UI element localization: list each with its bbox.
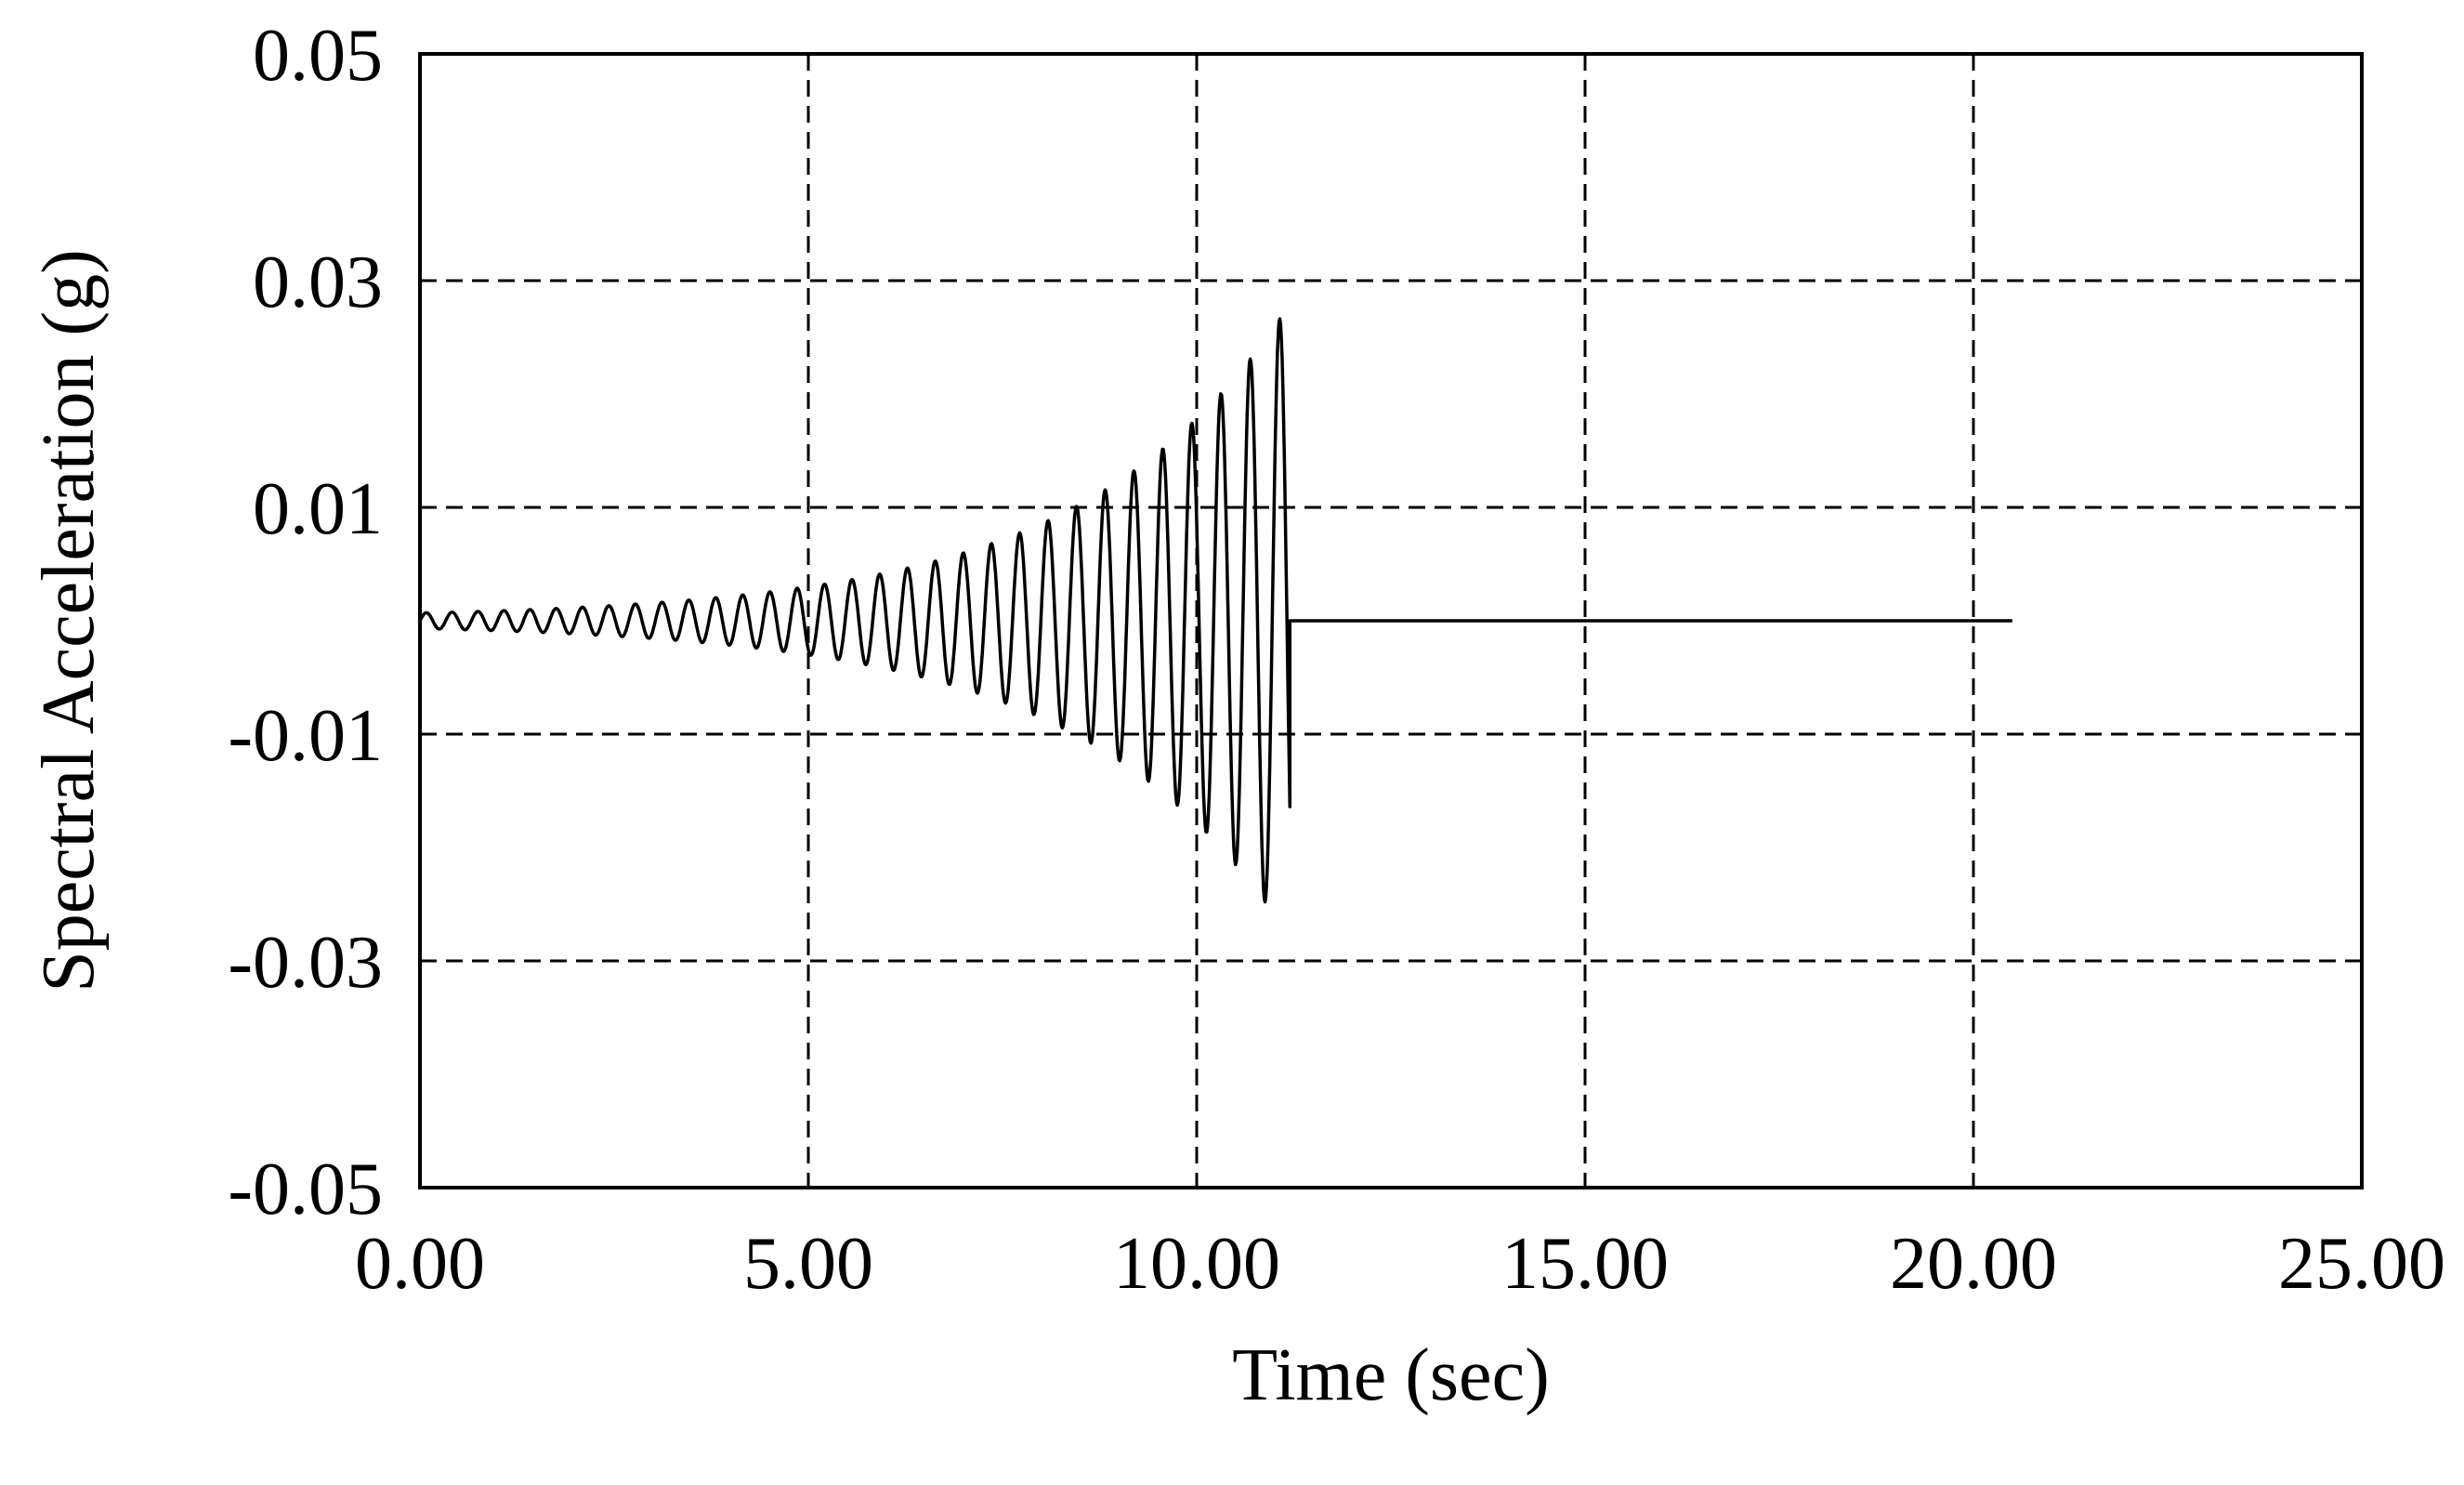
x-tick-label: 5.00	[743, 1223, 873, 1305]
x-tick-label: 20.00	[1890, 1223, 2057, 1305]
x-tick-label: 10.00	[1113, 1223, 1280, 1305]
y-tick-label: 0.01	[253, 468, 383, 550]
y-axis-tick-labels: 0.05 0.03 0.01 -0.01 -0.03 -0.05	[228, 15, 383, 1230]
x-axis-tick-labels: 0.00 5.00 10.00 15.00 20.00 25.00	[355, 1223, 2445, 1305]
series-line	[418, 317, 2012, 904]
y-tick-label: 0.03	[253, 242, 383, 323]
y-axis-title: Spectral Acceleration (g)	[28, 249, 110, 992]
x-axis-title: Time (sec)	[1232, 1334, 1549, 1416]
y-tick-label: -0.05	[228, 1149, 383, 1230]
grid-lines	[420, 54, 2362, 1188]
x-tick-label: 0.00	[355, 1223, 485, 1305]
x-tick-label: 25.00	[2278, 1223, 2445, 1305]
plot-area-frame	[418, 52, 2364, 1189]
y-tick-label: -0.03	[228, 922, 383, 1004]
y-tick-label: 0.05	[253, 15, 383, 97]
series-layer	[418, 317, 2012, 904]
y-tick-label: -0.01	[228, 695, 383, 777]
x-tick-label: 15.00	[1501, 1223, 1669, 1305]
